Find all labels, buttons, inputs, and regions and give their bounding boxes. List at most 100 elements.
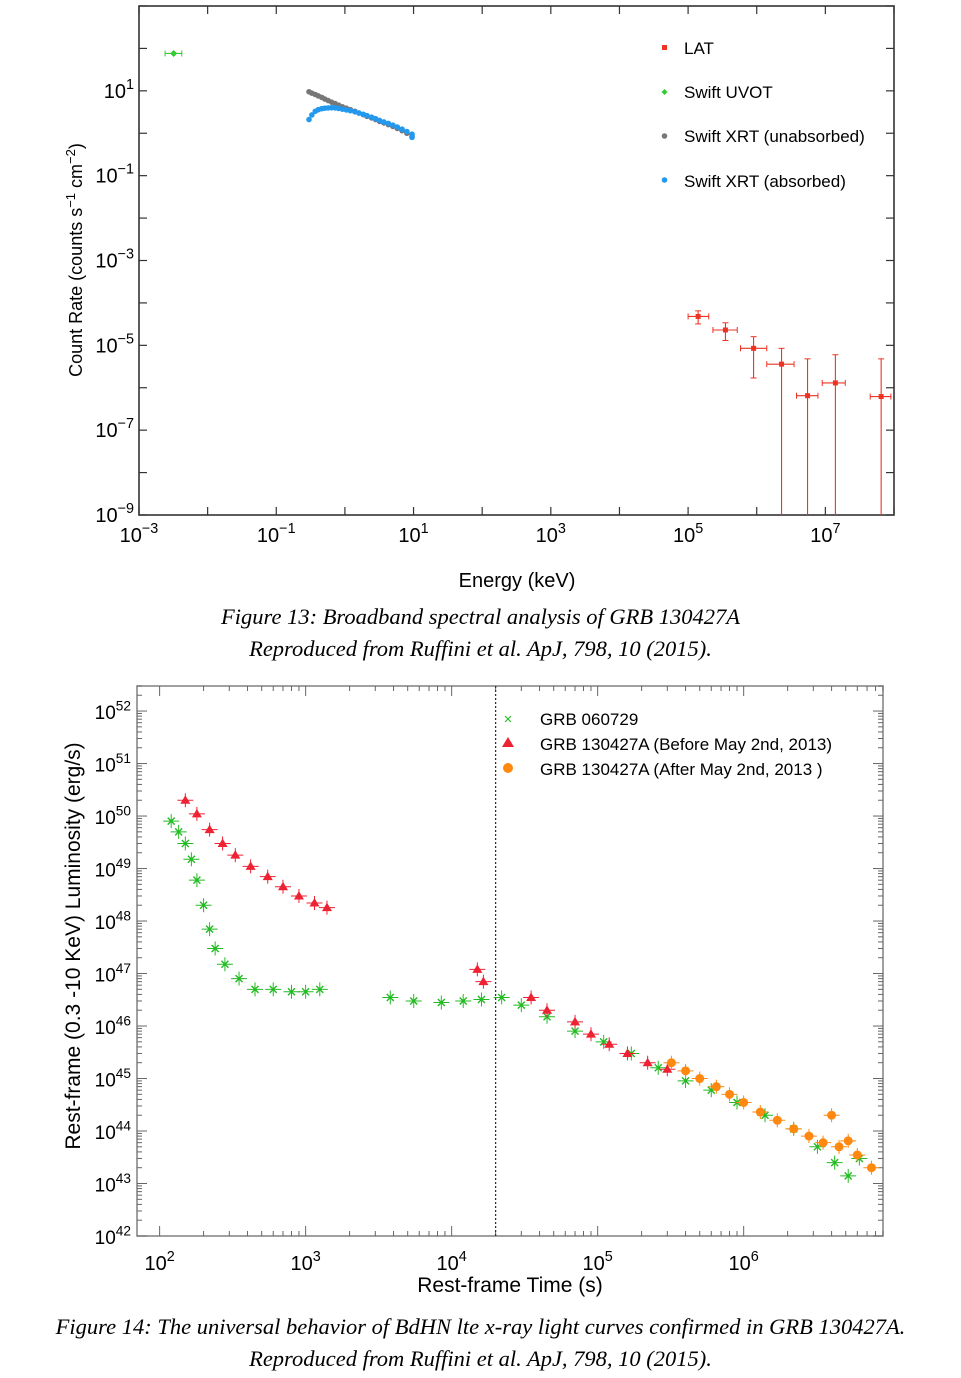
legend-label-after: GRB 130427A (After May 2nd, 2013 ) [540,760,823,779]
fig14-x-tick-label: 103 [290,1249,320,1275]
fig13-xrt-absorbed-point [381,119,387,125]
fig13-uvot-point [170,49,178,57]
fig13-legend: LAT Swift UVOT Swift XRT (unabsorbed) Sw… [661,39,865,191]
fig14-grb060729-point [654,1063,663,1072]
fig14-y-tick-label: 1049 [95,856,131,882]
fig13-x-axis-label: Energy (keV) [459,570,576,592]
fig14-y-tick-label: 1045 [95,1066,132,1092]
fig13-xrt-absorbed-point [356,110,362,116]
fig13-x-tick-label: 10−1 [257,521,296,547]
legend-marker-after [503,763,513,773]
fig13-xrt-absorbed-point [376,117,383,124]
figure13-caption-credit: Reproduced from Ruffini et al. ApJ, 798,… [249,636,712,661]
fig14-x-axis-label: Rest-frame Time (s) [417,1274,603,1297]
fig14-after-point [725,1089,735,1099]
figure13-chart: 10−3 10−1 101 103 105 107 10−9 10−7 10−5 10−3 10−1… [63,5,895,592]
fig14-grb060729-point [681,1076,690,1085]
fig14-grb060729-point [459,996,468,1005]
fig14-after-point [666,1058,676,1068]
fig14-before-point [278,881,289,891]
fig14-grb060729-point [830,1158,839,1167]
fig14-after-point [695,1074,705,1084]
fig14-before-point [293,890,304,900]
fig14-before-point [542,1005,553,1014]
legend-marker-xrt-unabsorbed [661,133,668,139]
fig13-y-tick-label: 10−5 [95,331,134,357]
legend-marker-uvot [661,89,668,95]
fig13-y-tick-label: 10−1 [95,162,134,188]
fig13-y-tick-label: 10−3 [95,247,134,273]
fig13-lat-point [779,361,785,367]
fig14-grb060729-point [287,987,296,996]
fig13-tick-labels: 10−3 10−1 101 103 105 107 10−9 10−7 10−5 10−3 10−1… [95,77,840,547]
legend-marker-grb060729: × [504,711,513,728]
fig13-error-bars [164,50,892,515]
fig14-legend: × GRB 060729 GRB 130427A (Before May 2nd… [502,710,832,779]
legend-marker-lat [662,45,667,50]
fig13-y-tick-label: 10−9 [95,501,134,527]
fig13-plot-frame [138,5,895,516]
fig14-grb060729-point [192,876,201,885]
fig13-xrt-absorbed-point [364,112,370,119]
fig14-ticks [137,685,884,1237]
legend-label-lat: LAT [684,39,714,58]
fig13-xrt-absorbed-point [394,124,401,130]
fig14-after-point [852,1150,862,1160]
fig14-after-point [681,1066,691,1076]
fig14-after-point [866,1163,876,1173]
fig14-before-point [309,898,320,907]
fig14-before-point [570,1016,581,1026]
fig13-lat-point [751,345,757,351]
fig14-before-point [585,1029,596,1038]
fig14-grb060729-point [497,993,506,1002]
figure13-caption-title: Figure 13: Broadband spectral analysis o… [221,604,740,629]
fig14-after-point [739,1097,749,1107]
fig14-grb060729-point [187,855,196,864]
fig13-xrt-absorbed-point [390,122,396,128]
fig14-grb060729-point [174,827,183,836]
fig13-y-tick-label: 10−7 [95,416,134,442]
legend-label-uvot: Swift UVOT [684,83,773,102]
fig14-grb060729-point [517,1001,526,1010]
fig13-x-tick-label: 105 [673,521,703,547]
fig14-y-tick-label: 1043 [95,1171,131,1197]
fig14-grb060729-point [409,996,418,1005]
fig13-lat-point [878,394,884,400]
fig14-before-point [478,976,489,986]
fig13-lat-point [805,393,811,399]
fig14-after-point [755,1107,765,1117]
fig13-ticks [138,5,895,516]
fig14-before-point [230,850,241,859]
figure13-caption: Figure 13: Broadband spectral analysis o… [0,601,961,665]
legend-label-grb060729: GRB 060729 [540,710,638,729]
fig14-plot-frame [136,685,884,1237]
fig13-lat-point [832,380,838,386]
fig14-before-point [180,795,191,804]
fig14-y-axis-label: Rest-frame (0.3 -10 KeV) Luminosity (erg… [62,742,85,1149]
fig14-before-point [245,861,256,870]
fig14-before-point [262,871,273,881]
legend-label-before: GRB 130427A (Before May 2nd, 2013) [540,735,832,754]
fig14-grb060729-point [205,925,214,934]
fig14-grb060729-point [571,1027,580,1036]
fig14-before-point [622,1048,633,1057]
fig14-after-point [843,1136,853,1146]
fig14-y-tick-label: 1051 [95,751,131,777]
fig14-grb060729-point [220,960,229,969]
fig14-after-point [804,1131,814,1141]
fig14-after-point [834,1142,844,1152]
fig14-x-tick-label: 102 [144,1249,174,1275]
fig14-grb060729-point [181,839,190,848]
fig14-grb060729-point [167,817,176,826]
fig14-y-tick-label: 1052 [95,698,131,724]
fig14-grb060729-point [211,944,220,953]
legend-label-xrt-unabsorbed: Swift XRT (unabsorbed) [684,127,865,146]
fig14-before-point [662,1064,673,1073]
legend-label-xrt-absorbed: Swift XRT (absorbed) [684,172,846,191]
fig14-before-point [217,838,228,847]
fig14-x-tick-label: 105 [583,1249,613,1275]
fig13-xrt-absorbed-point [399,126,405,132]
fig14-x-tick-label: 106 [729,1249,759,1275]
figure14-caption-credit: Reproduced from Ruffini et al. ApJ, 798,… [249,1346,712,1371]
fig14-x-tick-label: 104 [437,1249,467,1275]
